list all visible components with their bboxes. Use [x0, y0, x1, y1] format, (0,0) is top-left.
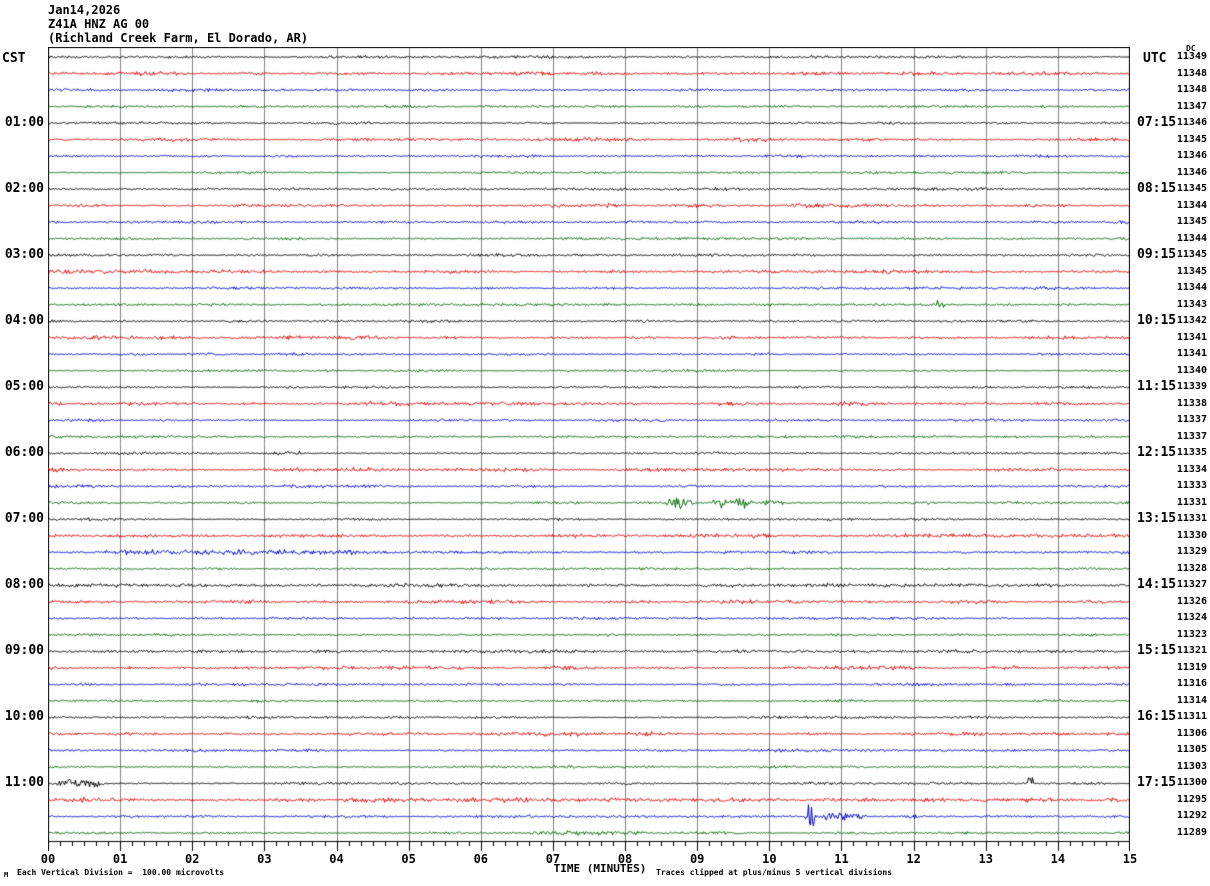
x-tick-label: 12 [906, 852, 921, 866]
dc-value: 11329 [1176, 546, 1207, 558]
dc-value: 11292 [1176, 810, 1207, 822]
x-tick-label: 09 [689, 852, 705, 866]
dc-value: 11323 [1176, 628, 1207, 640]
utc-time-label: 08:15 [1137, 181, 1177, 197]
dc-value: 11305 [1176, 744, 1207, 756]
dc-column-header: DC [1186, 44, 1196, 53]
dc-value: 11314 [1176, 694, 1207, 706]
title-date: Jan14,2026 [48, 3, 121, 17]
cst-time-label: 09:00 [4, 643, 44, 659]
cst-time-label: 07:00 [4, 511, 44, 527]
utc-time-label: 16:15 [1137, 709, 1177, 725]
dc-value: 11311 [1176, 711, 1207, 723]
x-tick-label: 04 [329, 852, 344, 866]
utc-time-label: 09:15 [1137, 247, 1177, 263]
dc-value: 11330 [1176, 529, 1207, 541]
x-axis-title: TIME (MINUTES) [553, 862, 647, 875]
dc-value: 11337 [1176, 430, 1207, 442]
dc-value: 11306 [1176, 727, 1207, 739]
dc-value: 11346 [1176, 166, 1207, 178]
seismogram-plot [48, 47, 1130, 854]
dc-value: 11331 [1176, 513, 1207, 525]
x-tick-label: 14 [1050, 852, 1066, 866]
dc-value: 11341 [1176, 348, 1207, 360]
dc-value: 11345 [1176, 183, 1207, 195]
utc-time-label: 07:15 [1137, 115, 1177, 131]
dc-value: 11348 [1176, 84, 1207, 96]
dc-value: 11316 [1176, 678, 1207, 690]
watermark: M [4, 871, 9, 879]
x-tick-label: 05 [401, 852, 416, 866]
dc-value: 11321 [1176, 645, 1207, 657]
x-tick-label: 00 [40, 852, 56, 866]
dc-value: 11340 [1176, 364, 1207, 376]
dc-value: 11349 [1176, 51, 1207, 62]
utc-time-label: 14:15 [1137, 577, 1177, 593]
x-tick-label: 02 [185, 852, 200, 866]
cst-time-label: 01:00 [4, 115, 44, 131]
x-tick-label: 11 [834, 852, 849, 866]
dc-value: 11342 [1176, 315, 1207, 327]
utc-time-label: 13:15 [1137, 511, 1177, 527]
dc-value: 11345 [1176, 133, 1207, 145]
dc-value: 11345 [1176, 265, 1207, 277]
footer-scale-note: Each Vertical Division = 100.00 microvol… [17, 868, 225, 877]
utc-time-label: 17:15 [1137, 775, 1177, 791]
dc-value: 11303 [1176, 760, 1207, 772]
dc-value: 11327 [1176, 579, 1207, 591]
dc-value: 11333 [1176, 480, 1207, 492]
dc-value: 11295 [1176, 793, 1207, 805]
title-location: (Richland Creek Farm, El Dorado, AR) [48, 31, 309, 45]
dc-value: 11328 [1176, 562, 1207, 574]
cst-time-label: 08:00 [4, 577, 44, 593]
utc-time-label: 15:15 [1137, 643, 1177, 659]
cst-time-label: 02:00 [4, 181, 44, 197]
x-tick-label: 07 [545, 852, 561, 866]
x-tick-label: 06 [473, 852, 489, 866]
dc-value: 11289 [1176, 826, 1207, 838]
dc-value: 11344 [1176, 199, 1207, 211]
right-axis-title: UTC [1143, 51, 1167, 66]
dc-value: 11334 [1176, 463, 1207, 475]
dc-value: 11348 [1176, 67, 1207, 79]
dc-value: 11345 [1176, 216, 1207, 228]
x-tick-label: 13 [978, 852, 993, 866]
x-tick-label: 10 [762, 852, 777, 866]
cst-time-label: 03:00 [4, 247, 44, 263]
dc-value: 11337 [1176, 414, 1207, 426]
cst-time-label: 10:00 [4, 709, 44, 725]
utc-time-label: 11:15 [1137, 379, 1177, 395]
dc-value: 11341 [1176, 331, 1207, 343]
cst-time-label: 05:00 [4, 379, 44, 395]
left-axis-title: CST [2, 51, 26, 66]
cst-time-label: 04:00 [4, 313, 44, 329]
dc-value: 11324 [1176, 612, 1207, 624]
footer-clip-note: Traces clipped at plus/minus 5 vertical … [656, 868, 893, 877]
dc-value: 11326 [1176, 595, 1207, 607]
dc-value: 11345 [1176, 249, 1207, 261]
cst-time-label: 11:00 [4, 775, 44, 791]
dc-value: 11300 [1176, 777, 1207, 789]
dc-value: 11343 [1176, 298, 1207, 310]
dc-value: 11344 [1176, 232, 1207, 244]
dc-value: 11339 [1176, 381, 1207, 393]
dc-value: 11344 [1176, 282, 1207, 294]
x-tick-label: 15 [1122, 852, 1138, 866]
title-station: Z41A HNZ AG 00 [48, 17, 150, 31]
dc-value: 11319 [1176, 661, 1207, 673]
dc-value: 11347 [1176, 100, 1207, 112]
dc-value: 11331 [1176, 496, 1207, 508]
x-tick-label: 01 [112, 852, 128, 866]
utc-time-label: 12:15 [1137, 445, 1177, 461]
dc-value: 11346 [1176, 150, 1207, 162]
utc-time-label: 10:15 [1137, 313, 1177, 329]
dc-value: 11346 [1176, 117, 1207, 129]
dc-value: 11338 [1176, 397, 1207, 409]
x-tick-label: 03 [257, 852, 272, 866]
dc-value: 11335 [1176, 447, 1207, 459]
cst-time-label: 06:00 [4, 445, 44, 461]
x-tick-label: 08 [617, 852, 633, 866]
